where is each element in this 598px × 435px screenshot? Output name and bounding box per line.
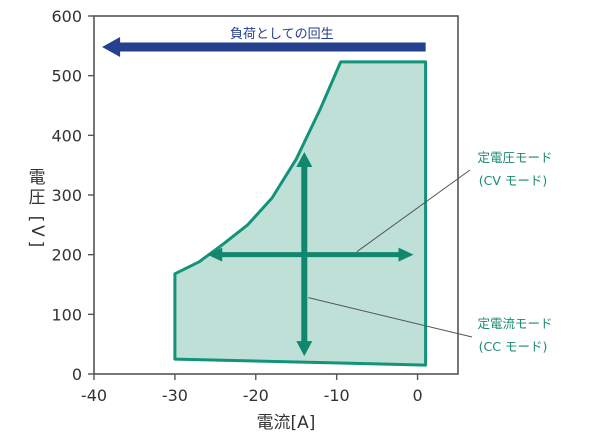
y-axis-title-char: V	[27, 225, 47, 237]
cc-mode-leader-line	[308, 297, 473, 338]
cv-mode-label-line1: 定電圧モード	[477, 150, 552, 165]
current-arrow-head-right	[398, 247, 414, 262]
y-tick-label: 300	[51, 186, 82, 205]
operating-region-layer	[173, 60, 428, 367]
regeneration-banner-layer: 負荷としての回生	[102, 27, 426, 58]
x-tick-label: -30	[162, 386, 188, 405]
y-tick-label: 0	[72, 365, 82, 384]
y-tick-label: 100	[51, 305, 82, 324]
cc-mode-label-line2: (CC モード)	[479, 339, 548, 354]
y-axis-title-char: [	[26, 216, 46, 223]
x-tick-label: -10	[324, 386, 350, 405]
y-tick-label: 500	[51, 67, 82, 86]
y-tick-label: 600	[51, 7, 82, 26]
voltage-arrow-head-down	[296, 341, 313, 357]
mode-arrows-layer	[207, 152, 414, 357]
banner-label: 負荷としての回生	[230, 27, 334, 42]
x-axis-title: 電流[A]	[257, 413, 316, 433]
cc-mode-label-line1: 定電流モード	[477, 316, 552, 331]
y-axis-title-char: 電	[29, 168, 46, 188]
cv-mode-label-line2: (CV モード)	[479, 173, 548, 188]
operating-region-area	[173, 60, 428, 367]
banner-arrow-head	[102, 37, 121, 58]
axes-layer: -40 -30 -20 -10 0 0 100 200 300 400 500 600	[51, 7, 422, 405]
voltage-arrow-head-up	[296, 152, 313, 168]
annotations-layer: 定電圧モード (CV モード) 定電流モード (CC モード)	[308, 150, 553, 354]
y-axis-title-char: ]	[26, 241, 46, 248]
y-tick-label: 400	[51, 126, 82, 145]
y-axis-title-char: 圧	[29, 188, 46, 208]
x-tick-label: 0	[412, 386, 422, 405]
y-axis-title: 電 圧 [ V ]	[26, 168, 47, 247]
x-tick-label: -40	[81, 386, 107, 405]
current-arrow-head-left	[207, 247, 223, 262]
cv-mode-leader-line	[356, 169, 471, 253]
y-tick-label: 200	[51, 246, 82, 265]
x-tick-label: -20	[243, 386, 269, 405]
